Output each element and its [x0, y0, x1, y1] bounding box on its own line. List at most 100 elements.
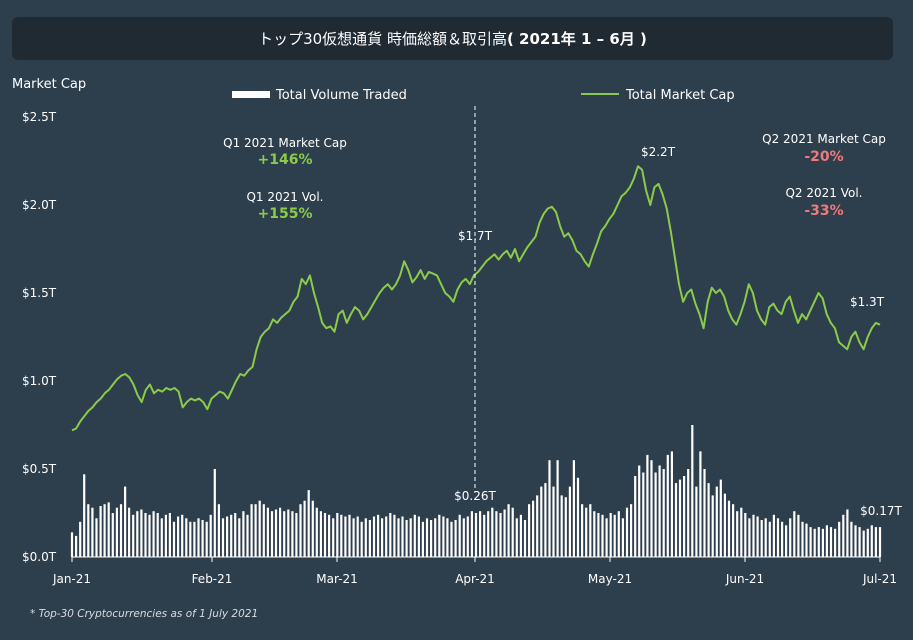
volume-bar: [572, 460, 575, 557]
volume-bar: [613, 514, 616, 557]
volume-bar: [723, 493, 726, 557]
volume-bar: [515, 518, 518, 557]
volume-bar: [266, 507, 269, 557]
volume-bar: [332, 518, 335, 557]
volume-bar: [213, 469, 216, 557]
x-tick-label: Apr-21: [455, 572, 495, 586]
volume-bar: [703, 469, 706, 557]
volume-bar: [307, 490, 310, 557]
volume-bar: [283, 511, 286, 557]
volume-bar: [409, 518, 412, 557]
volume-bar: [532, 500, 535, 557]
volume-bar: [503, 509, 506, 557]
volume-bar: [630, 504, 633, 557]
volume-bar: [209, 514, 212, 557]
volume-bar: [119, 504, 123, 557]
volume-bar: [164, 514, 167, 557]
volume-bar: [417, 516, 420, 557]
volume-bar: [389, 513, 392, 557]
volume-bar: [291, 511, 294, 557]
volume-bar: [144, 513, 147, 557]
q1-vol-value: +155%: [258, 206, 313, 222]
volume-bar: [597, 513, 600, 557]
end-vol-label: $0.17T: [860, 504, 902, 518]
q2-vol-label: Q2 2021 Vol.: [785, 186, 862, 200]
volume-bar: [687, 469, 690, 557]
volume-bar: [397, 518, 400, 557]
x-tick-label: Jan-21: [52, 572, 91, 586]
volume-bar: [813, 528, 816, 557]
volume-bar: [189, 521, 192, 557]
volume-bar: [107, 502, 110, 557]
volume-bar: [666, 454, 669, 557]
volume-bar: [781, 521, 784, 557]
volume-bar: [634, 476, 637, 557]
volume-bar: [552, 486, 555, 557]
volume-bar: [160, 518, 163, 557]
volume-bar: [234, 513, 237, 557]
volume-bar: [454, 520, 457, 557]
q1-cap-label: Q1 2021 Market Cap: [223, 136, 347, 150]
volume-bar: [254, 504, 257, 557]
volume-bar: [372, 516, 376, 557]
volume-bar: [230, 514, 233, 557]
volume-bar: [642, 472, 645, 557]
volume-bar: [740, 507, 743, 557]
volume-bar: [564, 497, 567, 557]
title-period: ( 2021年 1 – 6月 ): [506, 30, 647, 48]
volume-bar: [772, 514, 775, 557]
volume-bar: [878, 527, 882, 557]
title-main: トップ30仮想通貨 時価総額＆取引高: [258, 30, 507, 48]
market-cap-line: [71, 165, 881, 432]
volume-bar: [805, 523, 808, 557]
volume-bar: [797, 514, 800, 557]
volume-bar: [715, 486, 718, 557]
x-tick-label: Jun-21: [725, 572, 764, 586]
volume-bar: [470, 511, 473, 557]
volume-bar: [825, 525, 828, 557]
volume-bar: [413, 514, 416, 557]
volume-bar: [70, 532, 74, 557]
y-tick-label: $2.0T: [22, 198, 57, 212]
volume-bar: [168, 513, 171, 557]
volume-bar: [483, 514, 486, 557]
volume-bar: [719, 479, 722, 557]
volume-bar: [658, 465, 661, 557]
volume-bar: [377, 514, 380, 557]
volume-bar: [801, 521, 804, 557]
volume-bar: [748, 518, 751, 557]
volume-bar: [303, 500, 306, 557]
volume-bar: [299, 504, 302, 557]
volume-bar: [103, 504, 106, 557]
volume-bar: [242, 511, 245, 557]
volume-bar: [181, 514, 184, 557]
volume-bar: [829, 527, 833, 557]
end-cap-label: $1.3T: [850, 295, 885, 309]
volume-bar: [328, 514, 331, 557]
volume-bar: [858, 527, 861, 557]
volume-bar: [279, 507, 282, 557]
volume-bar: [507, 504, 510, 557]
x-tick-label: Jul-21: [862, 572, 897, 586]
volume-bar: [821, 528, 824, 557]
volume-bar: [274, 509, 278, 557]
volume-bar: [111, 513, 114, 557]
volume-bar: [91, 507, 94, 557]
volume-bar: [115, 507, 118, 557]
volume-bar: [99, 506, 102, 557]
volume-bar: [75, 535, 78, 557]
volume-bar: [536, 495, 539, 557]
volume-bar: [789, 518, 792, 557]
volume-bar: [148, 514, 151, 557]
volume-bar: [707, 483, 710, 557]
apr-cap-label: $1.7T: [458, 229, 493, 243]
volume-bar: [185, 518, 188, 557]
volume-bar: [262, 504, 265, 557]
volume-bar: [528, 504, 531, 557]
volume-bar: [340, 514, 343, 557]
volume-bar: [95, 518, 98, 557]
volume-bar: [201, 520, 204, 557]
volume-bar: [674, 483, 678, 557]
x-tick-label: Mar-21: [316, 572, 357, 586]
